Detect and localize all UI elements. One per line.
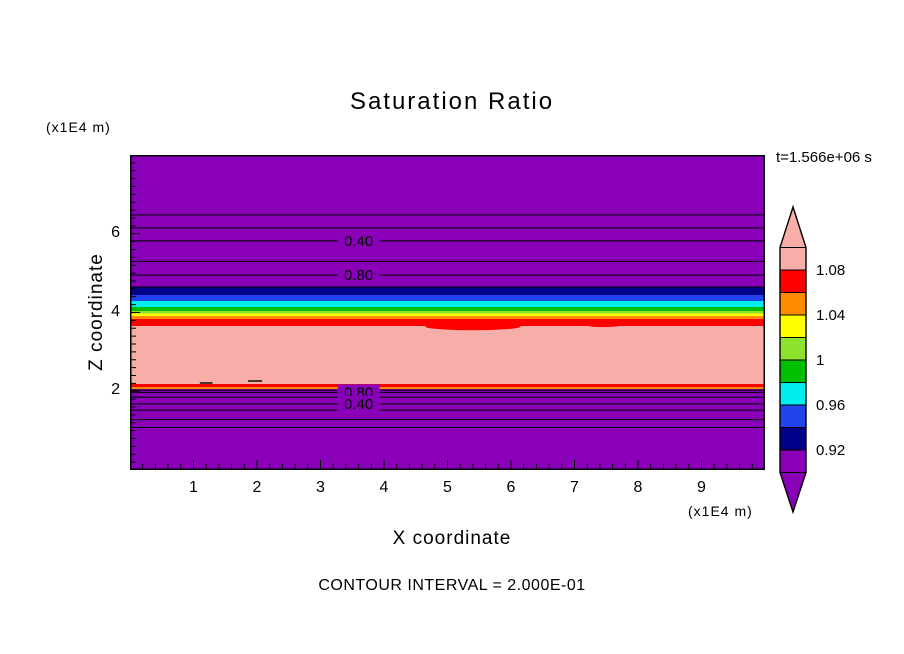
x-tick-label: 9: [697, 479, 706, 496]
x-tick-label: 4: [379, 479, 389, 496]
contour-label-mask: [337, 267, 380, 284]
contour-blob: [582, 321, 624, 328]
x-axis-unit-label: (x1E4 m): [688, 503, 753, 519]
colorbar-segment: [780, 315, 806, 338]
colorbar-tick-label: 1: [816, 352, 824, 369]
contour-band: [130, 301, 765, 307]
x-tick-label: 2: [252, 479, 262, 496]
colorbar-under-arrow: [780, 472, 806, 512]
y-tick-label: 2: [111, 381, 120, 399]
contour-band: [130, 313, 765, 317]
x-tick-label: 7: [570, 479, 579, 496]
colorbar-segment: [780, 292, 806, 315]
contour-band: [130, 384, 765, 387]
colorbar-over-arrow: [780, 207, 806, 248]
colorbar-outline: [779, 204, 807, 515]
contour-band: [130, 155, 765, 287]
contour-band: [130, 306, 765, 312]
plot-frame: [130, 155, 765, 470]
x-tick-label: 3: [316, 479, 325, 496]
contour-band: [130, 389, 765, 470]
contour-interval-caption: CONTOUR INTERVAL = 2.000E-01: [318, 577, 586, 594]
x-axis-title: X coordinate: [392, 528, 512, 549]
colorbar-tick-label: 0.92: [816, 442, 845, 459]
colorbar-segment: [780, 450, 806, 473]
contour-band: [130, 326, 765, 385]
contour-label: 0.80: [344, 267, 373, 284]
x-tick-label: 1: [189, 479, 198, 496]
contour-blob: [425, 323, 521, 331]
colorbar: 1.08 1.04 1 0.96 0.92: [779, 204, 845, 515]
colorbar-tick-label: 1.04: [816, 307, 845, 324]
y-axis-unit-label: (x1E4 m): [46, 119, 111, 135]
contour-band: [130, 316, 765, 319]
time-annotation: t=1.566e+06 s: [776, 149, 872, 166]
y-tick-label: 6: [111, 223, 120, 241]
plot-title: Saturation Ratio: [349, 88, 555, 115]
plot-area: 0.400.800.800.40: [130, 155, 765, 470]
x-tick-label: 8: [633, 479, 643, 496]
contour-band: [130, 286, 765, 295]
contour-label-mask: [337, 395, 380, 412]
colorbar-segment: [780, 360, 806, 383]
contour-band: [130, 318, 765, 327]
colorbar-segment: [780, 270, 806, 293]
x-tick-label: 6: [506, 479, 516, 496]
contour-band: [130, 386, 765, 390]
x-tick-label: 5: [443, 479, 452, 496]
contour-label: 0.40: [344, 233, 373, 250]
y-tick-label: 4: [111, 302, 120, 320]
contour-label-mask: [337, 232, 380, 249]
colorbar-segment: [780, 247, 806, 270]
colorbar-segment: [780, 337, 806, 360]
colorbar-segment: [780, 427, 806, 450]
contour-band: [130, 294, 765, 302]
colorbar-tick-label: 0.96: [816, 397, 845, 414]
colorbar-segment: [780, 405, 806, 428]
colorbar-segment: [780, 382, 806, 405]
colorbar-tick-label: 1.08: [816, 262, 845, 279]
contour-band: [130, 311, 765, 314]
contour-label: 0.40: [344, 396, 373, 413]
